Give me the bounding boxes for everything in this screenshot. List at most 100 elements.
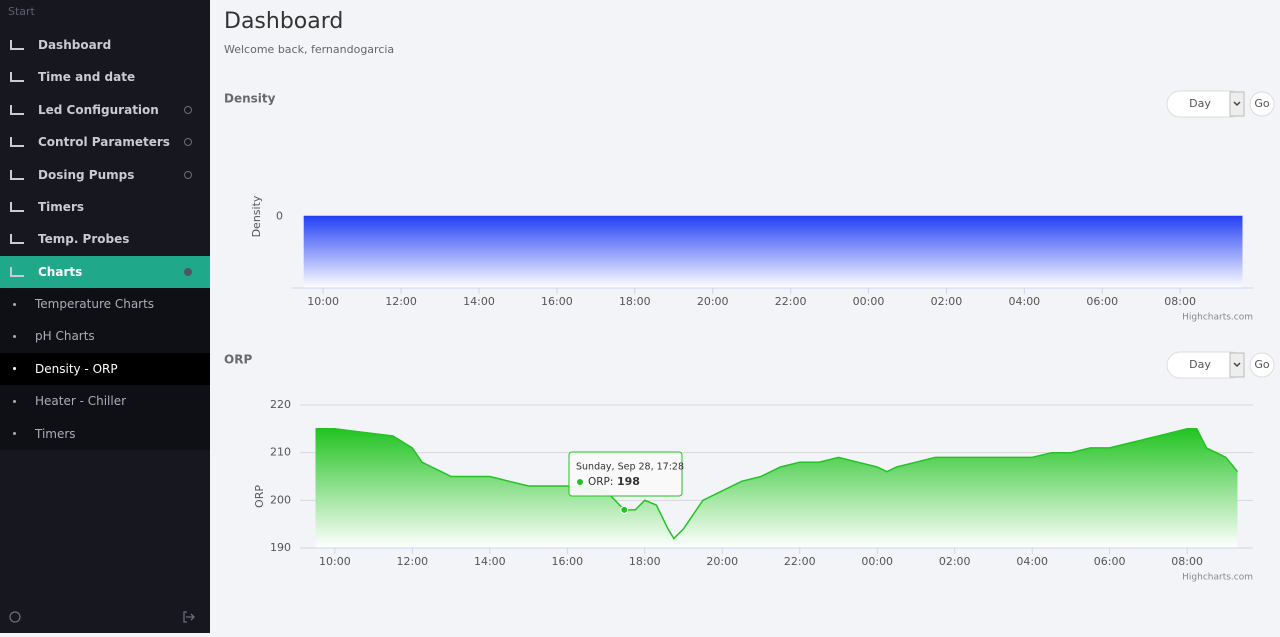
arrow-icon (1233, 101, 1241, 107)
submenu: Temperature Charts pH Charts Density - ORP… (0, 288, 210, 450)
status-dot (184, 170, 192, 179)
x-tick-label: 02:00 (931, 295, 963, 308)
x-tick-label: 16:00 (551, 555, 583, 568)
chart-title: ORP (224, 353, 252, 367)
icon (10, 104, 24, 115)
label: pH Charts (35, 329, 95, 344)
x-tick-label: 16:00 (541, 295, 573, 308)
icon (10, 234, 24, 245)
x-tick-label: 14:00 (474, 555, 506, 568)
sidebar: Start Dashboard Time and date Led Configur… (0, 0, 210, 633)
tooltip-box (568, 451, 683, 497)
charts: Density Day Go Density 0 10:00 12:00 14:00 16:00… (224, 90, 1275, 583)
hover-point (620, 505, 629, 514)
tooltip-value: 198 (617, 475, 640, 488)
x-tick-label: 12:00 (396, 555, 428, 568)
icon (10, 266, 24, 277)
y-axis-label: Density (250, 195, 263, 237)
status-dot (184, 138, 192, 147)
menu-item[interactable]: Time and date (0, 61, 210, 93)
icon (10, 169, 24, 180)
menu-item[interactable]: Led Configuration (0, 94, 210, 126)
label: Control Parameters (38, 135, 170, 150)
collapse-icon[interactable] (9, 611, 21, 623)
label: Timers (35, 426, 76, 441)
go-button[interactable] (1249, 91, 1275, 117)
x-tick-label: 06:00 (1094, 555, 1126, 568)
x-tick-label: 18:00 (619, 295, 651, 308)
area-fill (303, 216, 1243, 288)
y-tick-label: 210 (270, 446, 291, 459)
x-tick-label: 12:00 (385, 295, 417, 308)
area-fill (315, 428, 1238, 548)
chart-title: Density (224, 92, 276, 106)
y-tick-label: 190 (270, 541, 291, 554)
status-dot (184, 267, 192, 276)
go-label: Go (1254, 358, 1270, 371)
submenu-item[interactable]: Density - ORP (0, 352, 210, 385)
x-tick-label: 00:00 (861, 555, 893, 568)
menu-item[interactable]: Timers (0, 191, 210, 223)
label: Charts (38, 264, 83, 279)
label: Heater - Chiller (35, 394, 127, 409)
label: Time and date (38, 70, 136, 85)
logout-icon[interactable] (183, 611, 195, 623)
main: Dashboard Welcome back, fernandogarcia D… (210, 0, 1280, 633)
label: Temp. Probes (38, 232, 130, 247)
x-tick-label: 10:00 (319, 555, 351, 568)
menu-item[interactable]: Dosing Pumps (0, 159, 210, 191)
page-title: Dashboard (224, 9, 344, 34)
sidebar-footer (9, 611, 195, 623)
x-tick-label: 04:00 (1016, 555, 1048, 568)
x-tick-label: 18:00 (629, 555, 661, 568)
tooltip-label: ORP: (588, 476, 613, 488)
label: Dashboard (38, 38, 112, 52)
page-subtitle: Welcome back, fernandogarcia (224, 43, 395, 56)
menu-item[interactable]: Dashboard (0, 29, 210, 61)
go-button[interactable] (1249, 352, 1275, 378)
tooltip: Sunday, Sep 28, 17:28 ORP: 198 (568, 451, 684, 497)
arrow-icon (1233, 362, 1241, 368)
submenu-item[interactable]: pH Charts (0, 320, 210, 352)
submenu-item[interactable]: Timers (0, 418, 210, 450)
x-tick-label: 22:00 (775, 295, 807, 308)
y-tick-label: 200 (270, 493, 291, 506)
x-tick-label: 22:00 (784, 555, 816, 568)
label: Led Configuration (38, 102, 159, 117)
y-axis-label: ORP (253, 485, 266, 508)
sidebar-header: Start (8, 5, 35, 18)
tooltip-date: Sunday, Sep 28, 17:28 (576, 462, 684, 473)
submenu-item[interactable]: Heater - Chiller (0, 385, 210, 417)
tooltip-dot (577, 479, 583, 485)
y-tick-label: 220 (270, 398, 291, 411)
x-tick-label: 08:00 (1171, 555, 1203, 568)
label: Dosing Pumps (38, 167, 135, 182)
label: Timers (38, 200, 85, 214)
menu-item[interactable]: Control Parameters (0, 126, 210, 158)
icon (10, 72, 24, 83)
credit: Highcharts.com (1182, 313, 1253, 323)
x-tick-label: 14:00 (463, 295, 495, 308)
credit: Highcharts.com (1182, 573, 1253, 583)
status-dot (184, 105, 192, 114)
submenu-item[interactable]: Temperature Charts (0, 288, 210, 320)
range-label: Day (1189, 358, 1211, 371)
x-tick-label: 20:00 (706, 555, 738, 568)
go-label: Go (1254, 97, 1270, 110)
menu-item[interactable]: Charts (0, 255, 210, 288)
area-line (315, 428, 1239, 540)
icon (10, 202, 24, 212)
x-tick-label: 20:00 (697, 295, 729, 308)
x-tick-label: 02:00 (939, 555, 971, 568)
label: Temperature Charts (35, 297, 155, 311)
y-tick-label: 0 (276, 210, 283, 223)
menu-item[interactable]: Temp. Probes (0, 223, 210, 255)
range-label: Day (1189, 97, 1211, 110)
x-tick-label: 08:00 (1164, 295, 1196, 308)
x-tick-label: 00:00 (853, 295, 885, 308)
x-tick-label: 10:00 (307, 295, 339, 308)
x-tick-label: 06:00 (1086, 295, 1118, 308)
icon (10, 40, 24, 50)
label: Density - ORP (35, 361, 118, 376)
